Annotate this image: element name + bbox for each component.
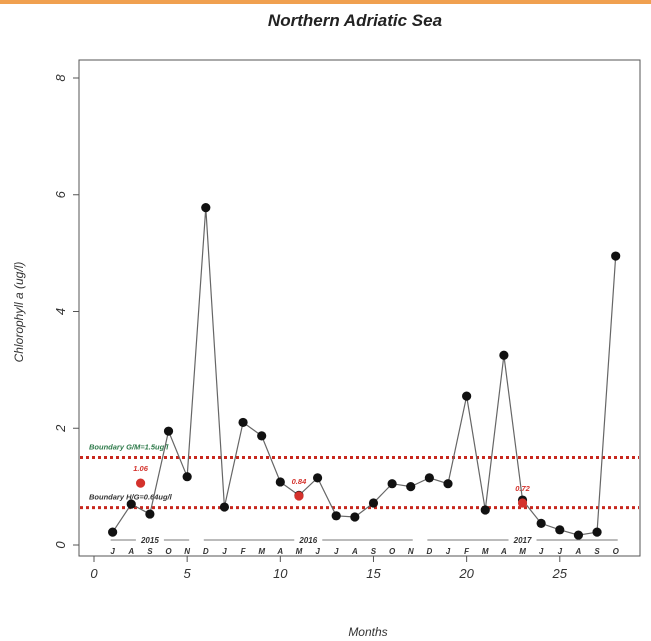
chart-title: Northern Adriatic Sea (268, 11, 442, 30)
month-label-7: F (241, 547, 247, 556)
x-tick-label-3: 15 (366, 566, 381, 581)
data-point-25 (555, 525, 565, 535)
series-line (112, 207, 617, 536)
month-label-11: J (315, 547, 320, 556)
y-axis: 0 2 4 6 8 (53, 74, 79, 549)
month-label-18: J (446, 547, 451, 556)
month-label-21: A (500, 547, 507, 556)
y-tick-label-1: 2 (53, 424, 68, 433)
x-axis: 0 5 10 15 20 25 (90, 556, 568, 581)
month-label-15: O (389, 547, 396, 556)
month-label-1: A (127, 547, 134, 556)
year-label-1: 2016 (298, 536, 317, 545)
data-point-13 (331, 511, 341, 521)
y-tick-label-4: 8 (53, 74, 68, 82)
data-point-9 (257, 431, 267, 441)
month-label-0: J (110, 547, 115, 556)
data-point-18 (424, 473, 434, 483)
month-label-27: O (613, 547, 620, 556)
y-tick-label-0: 0 (53, 541, 68, 549)
month-label-26: S (594, 547, 600, 556)
month-label-25: A (575, 547, 582, 556)
month-label-17: D (426, 547, 432, 556)
data-point-27 (592, 527, 602, 537)
month-label-3: O (165, 547, 172, 556)
plot-frame (78, 59, 641, 557)
boundary-label-1: Boundary H/G=0.64ug/l (89, 493, 173, 502)
highlight-point-2 (517, 498, 528, 508)
y-tick-label-2: 4 (53, 308, 68, 315)
data-point-2 (126, 499, 136, 509)
month-label-5: D (203, 547, 209, 556)
x-tick-label-1: 5 (184, 566, 192, 581)
highlight-points: 1.06 0.84 0.72 (133, 464, 531, 508)
x-axis-label: Months (348, 625, 387, 639)
series-polyline (112, 207, 617, 536)
year-labels: 2015 2016 2017 (110, 536, 618, 545)
month-label-12: J (334, 547, 339, 556)
boundary-label-0: Boundary G/M=1.5ug/l (89, 442, 169, 451)
data-point-8 (238, 417, 248, 428)
data-point-5 (182, 472, 192, 482)
highlight-label-2: 0.72 (515, 484, 530, 493)
month-label-6: J (222, 547, 227, 556)
y-tick-label-3: 6 (53, 190, 68, 198)
top-accent-bar (0, 0, 651, 4)
month-label-19: F (464, 547, 470, 556)
data-point-17 (406, 482, 416, 492)
data-point-12 (312, 473, 323, 483)
year-label-0: 2015 (140, 536, 159, 545)
data-point-28 (611, 251, 621, 261)
x-tick-label-4: 20 (458, 566, 474, 581)
year-label-2: 2017 (513, 536, 532, 545)
data-point-16 (387, 479, 397, 489)
month-label-16: N (408, 547, 414, 556)
highlight-point-1 (294, 491, 304, 501)
x-tick-label-5: 25 (552, 566, 568, 581)
data-point-4 (163, 426, 174, 436)
month-label-14: S (371, 547, 377, 556)
month-label-9: A (276, 547, 283, 556)
highlight-label-0: 1.06 (133, 464, 148, 473)
month-label-10: M (296, 547, 303, 556)
data-point-3 (145, 509, 155, 519)
data-point-14 (350, 512, 360, 522)
month-label-2: S (147, 547, 153, 556)
y-axis-label: Chlorophyll a (ug/l) (12, 262, 26, 363)
data-point-26 (573, 530, 584, 540)
month-label-23: J (539, 547, 544, 556)
highlight-label-1: 0.84 (292, 477, 307, 486)
month-label-4: N (184, 547, 190, 556)
highlight-point-0 (135, 478, 146, 488)
data-point-10 (275, 477, 285, 487)
month-label-8: M (258, 547, 265, 556)
data-point-22 (499, 350, 509, 360)
month-label-20: M (482, 547, 489, 556)
x-tick-label-2: 10 (273, 566, 288, 581)
data-point-6 (201, 202, 211, 213)
data-point-21 (480, 505, 490, 515)
boundary-lines: Boundary G/M=1.5ug/l Boundary H/G=0.64ug/… (80, 442, 639, 510)
data-point-1 (108, 527, 118, 537)
data-point-24 (536, 518, 546, 529)
month-label-24: J (558, 547, 563, 556)
data-point-19 (443, 479, 453, 489)
data-point-15 (368, 498, 379, 508)
data-points (108, 202, 621, 540)
x-tick-label-0: 0 (90, 566, 98, 581)
month-label-13: A (351, 547, 358, 556)
month-label-22: M (519, 547, 526, 556)
data-point-20 (462, 391, 472, 401)
data-point-7 (219, 502, 230, 512)
